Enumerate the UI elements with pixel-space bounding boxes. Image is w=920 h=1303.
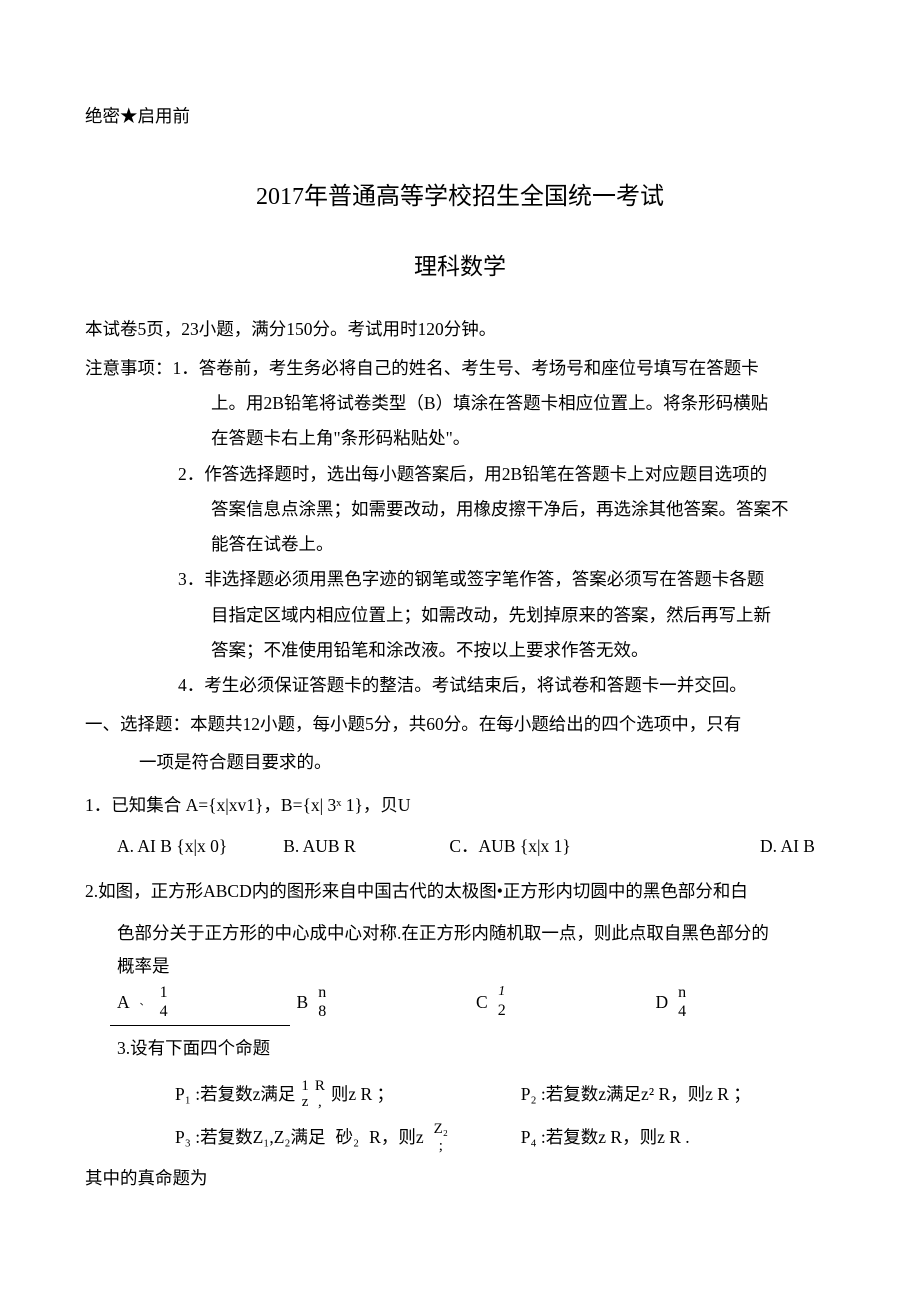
section-1-head-a: 一、选择题：本题共12小题，每小题5分，共60分。在每小题给出的四个选项中，只有: [85, 708, 835, 741]
q3-p4: P₄ :若复数z R，则z R .: [521, 1121, 835, 1154]
q3-p3-pre: P₃ :若复数Z₁,Z₂满足: [175, 1121, 326, 1154]
r-bot: ,: [318, 1094, 322, 1111]
q1-opt-c: C．AUB {x|x 1}: [449, 830, 648, 863]
frac-num: 1: [498, 984, 505, 1001]
q3-p2-text: P₂ :若复数z满足z² R，则z R ；: [521, 1078, 751, 1111]
q3-p3-mid: 砂₂: [336, 1121, 360, 1154]
q3-row-2: P₃ :若复数Z₁,Z₂满足 砂₂ R，则z Z₂ ; P₄ :若复数z R，则…: [85, 1121, 835, 1154]
q2-opt-a-label: A: [117, 986, 130, 1019]
notice-block: 注意事项： 1．答卷前，考生务必将自己的姓名、考生号、考场号和座位号填写在答题卡…: [85, 352, 835, 703]
section-1-head-b: 一项是符合题目要求的。: [85, 746, 835, 779]
q1-opt-d: D. AI B: [649, 830, 835, 863]
fraction-a: 1 4: [160, 983, 168, 1021]
frac-num: Z₂: [434, 1121, 448, 1138]
notice-item-2a: 2．作答选择题时，选出每小题答案后，用2B铅笔在答题卡上对应题目选项的: [85, 458, 835, 491]
q3-stem: 3.设有下面四个命题: [85, 1032, 835, 1065]
notice-label: 注意事项：: [85, 352, 173, 385]
q2-opt-d-label: D: [656, 986, 669, 1019]
q3-p1-pre: P₁ :若复数z满足: [175, 1078, 295, 1111]
q2-opt-b-label: B: [297, 986, 309, 1019]
q3-p2: P₂ :若复数z满足z² R，则z R ；: [521, 1078, 835, 1111]
frac-den: 4: [678, 1002, 686, 1021]
notice-item-1a: 1．答卷前，考生务必将自己的姓名、考生号、考场号和座位号填写在答题卡: [173, 352, 836, 385]
frac-den: 8: [318, 1002, 326, 1021]
q3-p1: P₁ :若复数z满足 1 z R , 则z R ；: [175, 1078, 521, 1111]
frac-den: z: [302, 1094, 309, 1111]
notice-item-4: 4．考生必须保证答题卡的整洁。考试结束后，将试卷和答题卡一并交回。: [85, 669, 835, 702]
frac-num: n: [318, 983, 326, 1002]
q3-p3: P₃ :若复数Z₁,Z₂满足 砂₂ R，则z Z₂ ;: [175, 1121, 521, 1154]
r-comma: R ,: [315, 1078, 325, 1111]
q2-opt-a: A 、 1 4: [117, 983, 297, 1021]
notice-item-1b: 上。用2B铅笔将试卷类型（B）填涂在答题卡相应位置上。将条形码横贴: [85, 387, 835, 420]
q3-p1-post: 则z R ；: [331, 1078, 394, 1111]
notice-item-3b: 目指定区域内相应位置上；如需改动，先划掉原来的答案，然后再写上新: [85, 599, 835, 632]
underline-separator: [110, 1025, 290, 1026]
frac-num: n: [678, 983, 686, 1002]
classification-label: 绝密★启用前: [85, 100, 835, 133]
frac-den: 4: [160, 1002, 168, 1021]
notice-item-2b: 答案信息点涂黑；如需要改动，用橡皮擦干净后，再选涂其他答案。答案不: [85, 493, 835, 526]
q1-options: A. AI B {x|x 0} B. AUB R C．AUB {x|x 1} D…: [85, 830, 835, 863]
q3-row-1: P₁ :若复数z满足 1 z R , 则z R ； P₂ :若复数z满足z² R…: [85, 1078, 835, 1111]
frac-den: 2: [498, 1001, 506, 1020]
notice-item-2c: 能答在试卷上。: [85, 528, 835, 561]
q2-opt-d: D n 4: [656, 983, 836, 1021]
page-info: 本试卷5页，23小题，满分150分。考试用时120分钟。: [85, 313, 835, 346]
notice-item-1c: 在答题卡右上角"条形码粘贴处"。: [85, 422, 835, 455]
q3-p3-r: R，则z: [369, 1121, 423, 1154]
title-main: 2017年普通高等学校招生全国统一考试: [85, 175, 835, 221]
q2-stem-c: 概率是: [85, 950, 835, 983]
title-sub: 理科数学: [85, 245, 835, 289]
q2-opt-c: C 1 2: [476, 984, 656, 1020]
q2-opt-c-label: C: [476, 986, 488, 1019]
fraction-1z: 1 z: [301, 1078, 309, 1111]
q2-options: A 、 1 4 B n 8 C 1 2 D n 4: [85, 983, 835, 1021]
notice-item-3c: 答案；不准使用铅笔和涂改液。不按以上要求作答无效。: [85, 634, 835, 667]
notice-item-3a: 3．非选择题必须用黑色字迹的钢笔或签字笔作答，答案必须写在答题卡各题: [85, 563, 835, 596]
q1-opt-b: B. AUB R: [283, 830, 449, 863]
fraction-d: n 4: [678, 983, 686, 1021]
frac-num: 1: [301, 1078, 309, 1095]
z2-semi: Z₂ ;: [434, 1121, 448, 1154]
q2-opt-b: B n 8: [297, 983, 477, 1021]
fraction-c: 1 2: [498, 984, 506, 1020]
q1-opt-a: A. AI B {x|x 0}: [117, 830, 283, 863]
q3-p4-text: P₄ :若复数z R，则z R .: [521, 1121, 690, 1154]
fraction-b: n 8: [318, 983, 326, 1021]
q1-stem: 1．已知集合 A={x|xv1}，B={x| 3ˣ 1}，贝U: [85, 789, 835, 822]
frac-den: ;: [439, 1138, 443, 1155]
q3-tail: 其中的真命题为: [85, 1162, 835, 1195]
r-top: R: [315, 1078, 325, 1095]
q2-stem-b: 色部分关于正方形的中心成中心对称.在正方形内随机取一点，则此点取自黑色部分的: [85, 917, 835, 950]
frac-num: 1: [160, 983, 168, 1002]
q2-stem-a: 2.如图，正方形ABCD内的图形来自中国古代的太极图•正方形内切圆中的黑色部分和…: [85, 875, 835, 908]
